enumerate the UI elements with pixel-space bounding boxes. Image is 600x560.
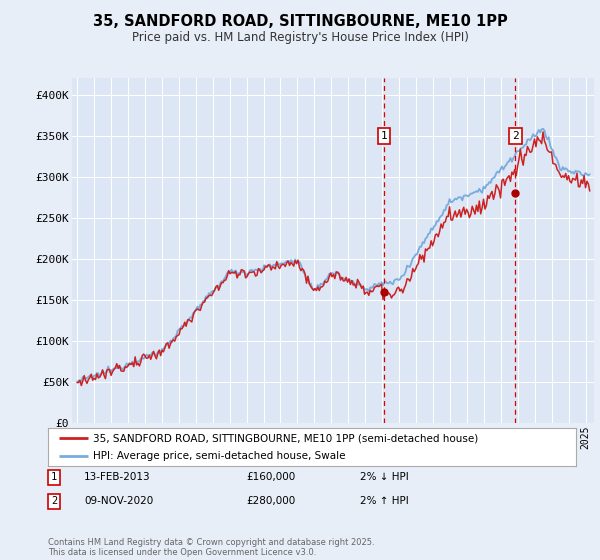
Text: 09-NOV-2020: 09-NOV-2020 bbox=[84, 496, 153, 506]
Text: 2: 2 bbox=[512, 131, 519, 141]
Text: 2% ↑ HPI: 2% ↑ HPI bbox=[360, 496, 409, 506]
Text: HPI: Average price, semi-detached house, Swale: HPI: Average price, semi-detached house,… bbox=[93, 451, 346, 461]
Text: 2: 2 bbox=[51, 496, 57, 506]
Text: 35, SANDFORD ROAD, SITTINGBOURNE, ME10 1PP (semi-detached house): 35, SANDFORD ROAD, SITTINGBOURNE, ME10 1… bbox=[93, 433, 478, 443]
Text: 35, SANDFORD ROAD, SITTINGBOURNE, ME10 1PP: 35, SANDFORD ROAD, SITTINGBOURNE, ME10 1… bbox=[92, 14, 508, 29]
Text: 1: 1 bbox=[380, 131, 388, 141]
Text: £160,000: £160,000 bbox=[246, 472, 295, 482]
Text: Price paid vs. HM Land Registry's House Price Index (HPI): Price paid vs. HM Land Registry's House … bbox=[131, 31, 469, 44]
Text: 1: 1 bbox=[51, 472, 57, 482]
Text: Contains HM Land Registry data © Crown copyright and database right 2025.
This d: Contains HM Land Registry data © Crown c… bbox=[48, 538, 374, 557]
Text: 2% ↓ HPI: 2% ↓ HPI bbox=[360, 472, 409, 482]
Text: £280,000: £280,000 bbox=[246, 496, 295, 506]
Text: 13-FEB-2013: 13-FEB-2013 bbox=[84, 472, 151, 482]
